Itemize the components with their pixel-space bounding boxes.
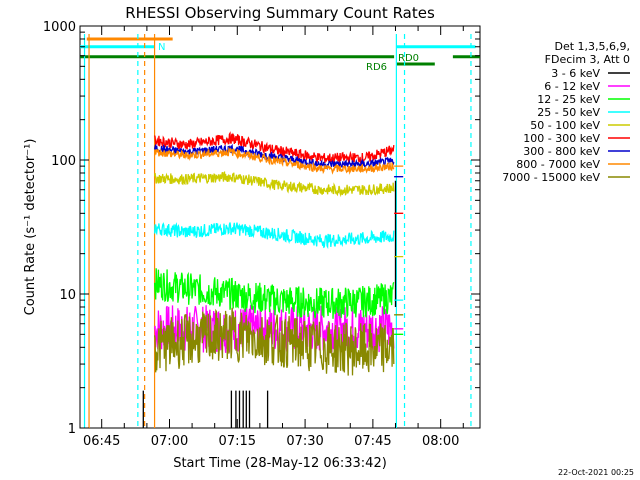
legend-header-line-2: FDecim 3, Att 0 — [545, 53, 630, 66]
legend-label: 25 - 50 keV — [537, 106, 600, 119]
series-lines — [142, 131, 404, 428]
legend-label: 300 - 800 keV — [523, 145, 600, 158]
annotation-rd6: RD6 — [366, 62, 387, 73]
series-line-9 — [153, 307, 404, 376]
x-tick-label: 07:00 — [151, 434, 188, 449]
legend-label: 100 - 300 keV — [523, 132, 600, 145]
chart-title: RHESSI Observing Summary Count Rates — [125, 4, 435, 22]
series-line-1 — [142, 180, 397, 428]
x-tick-label: 07:45 — [354, 434, 391, 449]
legend-label: 7000 - 15000 keV — [502, 171, 600, 184]
legend-label: 6 - 12 keV — [544, 80, 600, 93]
series-line-6 — [153, 131, 404, 214]
y-tick-label: 1 — [68, 422, 76, 437]
annotation-n: N — [158, 42, 165, 53]
y-tick-label: 100 — [51, 154, 76, 169]
x-tick-label: 06:45 — [83, 434, 120, 449]
legend-label: 12 - 25 keV — [537, 93, 600, 106]
legend-label: 3 - 6 keV — [551, 67, 600, 80]
series-line-2 — [153, 304, 404, 353]
status-bars — [80, 37, 480, 66]
x-tick-label: 07:30 — [286, 434, 323, 449]
y-tick-label: 1000 — [43, 20, 76, 35]
series-line-8 — [153, 146, 404, 175]
legend-label: 800 - 7000 keV — [516, 158, 600, 171]
x-tick-label: 07:15 — [219, 434, 256, 449]
y-axis-label: Count Rate (s⁻¹ detector⁻¹) — [23, 139, 38, 316]
series-line-3 — [153, 268, 404, 335]
axes: 1 10 100 1000 06:45 07:00 07:15 07:30 07:45 08:00 — [43, 20, 480, 449]
footer-date: 22-Oct-2021 00:25 — [558, 468, 634, 477]
x-axis-label: Start Time (28-May-12 06:33:42) — [173, 456, 387, 471]
series-line-7 — [153, 143, 404, 178]
series-line-5 — [153, 171, 404, 258]
plot-frame — [79, 25, 481, 429]
annotation-rd0: RD0 — [398, 53, 419, 64]
legend: Det 1,3,5,6,9, FDecim 3, Att 0 3 - 6 keV… — [502, 40, 630, 184]
x-tick-label: 08:00 — [422, 434, 459, 449]
series-line-4 — [153, 222, 404, 301]
y-tick-label: 10 — [59, 288, 76, 303]
legend-label: 50 - 100 keV — [530, 119, 600, 132]
legend-header-line-1: Det 1,3,5,6,9, — [554, 40, 630, 53]
